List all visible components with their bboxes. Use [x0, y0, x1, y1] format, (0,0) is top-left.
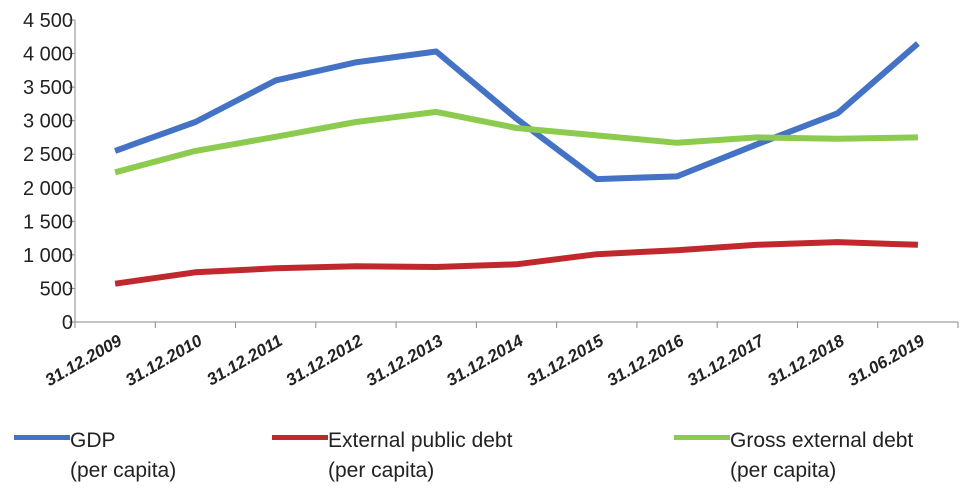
x-tick-label: 31.12.2014	[443, 331, 527, 390]
x-tick-label: 31.12.2012	[283, 331, 367, 390]
y-tick-label: 0	[62, 312, 73, 334]
x-axis: 31.12.200931.12.201031.12.201131.12.2012…	[42, 321, 959, 390]
y-tick-label: 1 500	[23, 211, 73, 233]
x-tick-label: 31.12.2017	[684, 330, 769, 390]
x-tick-label: 31.12.2010	[122, 331, 206, 390]
legend-label-external-public-debt: External public debt	[328, 429, 513, 452]
x-tick-label: 31.12.2013	[363, 331, 447, 390]
legend-label-gdp: GDP	[70, 429, 116, 452]
x-tick-label: 31.12.2018	[764, 331, 848, 390]
legend-sublabel-gdp: (per capita)	[70, 459, 177, 482]
series-lines	[114, 41, 920, 287]
y-tick-label: 4 500	[23, 10, 73, 32]
y-tick-label: 2 000	[23, 178, 73, 200]
y-tick-label: 4 000	[23, 44, 73, 66]
x-tick-label: 31.06.2019	[845, 331, 929, 390]
y-tick-label: 3 000	[23, 111, 73, 133]
x-tick-label: 31.12.2015	[524, 331, 608, 390]
legend-swatch-gross-external-debt	[674, 435, 730, 440]
legend-label-gross-external-debt: Gross external debt	[730, 429, 914, 452]
series-line-0	[114, 41, 920, 183]
series-line-2	[114, 108, 918, 176]
legend-sublabel-external-public-debt: (per capita)	[328, 459, 435, 482]
x-tick-label: 31.12.2009	[42, 331, 126, 390]
legend-swatch-gdp	[14, 435, 70, 440]
y-tick-label: 3 500	[23, 77, 73, 99]
legend-swatch-external-public-debt	[272, 435, 328, 440]
series-line-1	[114, 239, 919, 287]
line-chart: 0 500 1 000 1 500 2 000 2 500 3 000 3 500 4 000 4…	[23, 10, 959, 390]
y-axis: 0 500 1 000 1 500 2 000 2 500 3 000 3 500 4 000 4…	[23, 10, 76, 334]
y-tick-label: 500	[40, 278, 73, 300]
y-tick-label: 2 500	[23, 144, 73, 166]
legend-sublabel-gross-external-debt: (per capita)	[730, 459, 837, 482]
x-tick-label: 31.12.2011	[204, 331, 286, 389]
y-tick-label: 1 000	[23, 245, 73, 267]
x-tick-label: 31.12.2016	[604, 331, 688, 390]
